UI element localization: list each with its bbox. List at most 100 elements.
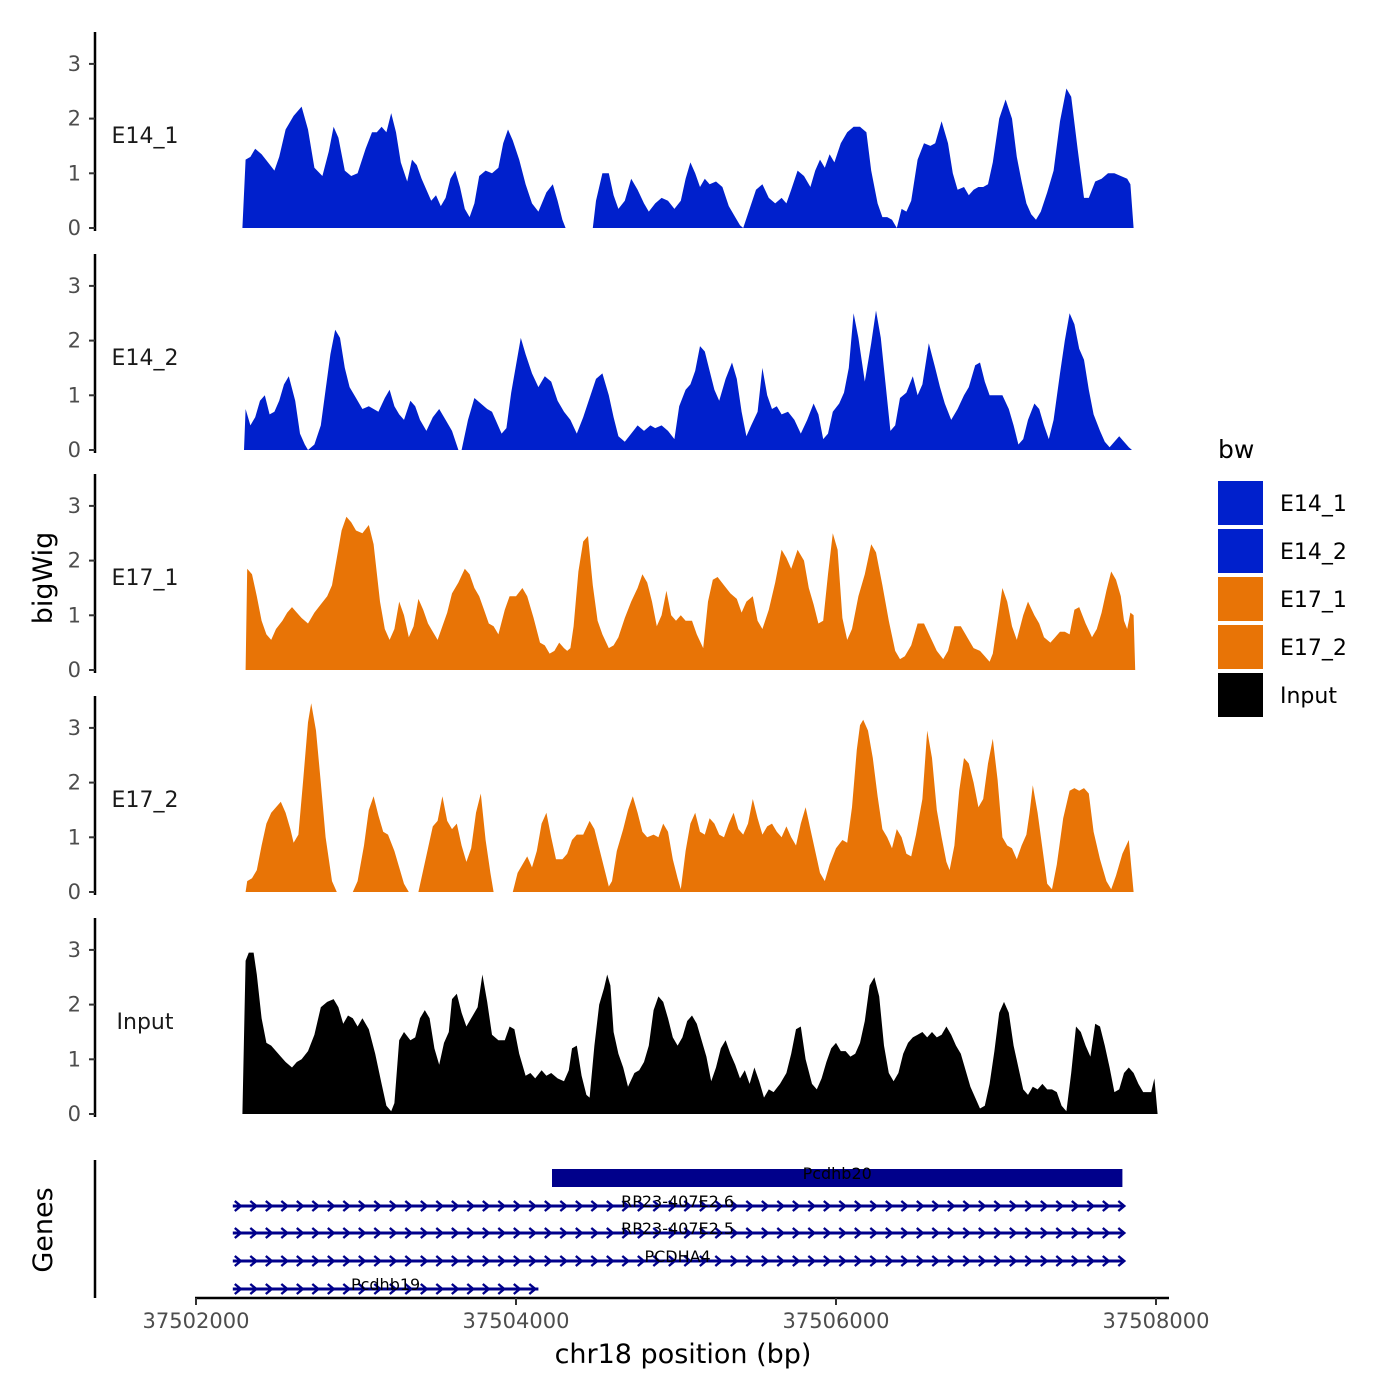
strand-arrow-icon: [466, 1255, 476, 1267]
genes-panel: Pcdhb20 RP23-407E2.6 RP23-407E2.5 PCDHA4 Pcd…: [93, 1160, 1127, 1298]
strand-arrow-icon: [832, 1172, 841, 1184]
track-input: 0 1 2 3 Input: [68, 918, 1158, 1126]
gene-rp23-407e2.6: RP23-407E2.6: [232, 1192, 1127, 1212]
y-tick-label: 2: [68, 107, 81, 131]
strand-arrow-icon: [1040, 1255, 1049, 1267]
strand-arrow-icon: [854, 1200, 863, 1212]
gene-label: RP23-407E2.5: [621, 1219, 734, 1238]
strand-arrow-icon: [327, 1227, 336, 1239]
strand-arrow-icon: [801, 1172, 810, 1184]
strand-arrow-icon: [940, 1172, 950, 1184]
strand-arrow-icon: [466, 1283, 476, 1295]
strand-arrow-icon: [823, 1200, 832, 1212]
track-label: E17_2: [112, 788, 179, 813]
y-tick-label: 2: [68, 993, 81, 1017]
strand-arrow-icon: [761, 1227, 770, 1239]
gene-pcdhb20: Pcdhb20: [552, 1164, 1123, 1187]
y-tick-label: 3: [68, 52, 81, 76]
y-tick-label: 1: [68, 1047, 81, 1071]
strand-arrow-icon: [296, 1255, 305, 1267]
y-tick-label: 3: [68, 494, 81, 518]
strand-arrow-icon: [311, 1283, 321, 1295]
strand-arrow-icon: [590, 1200, 600, 1212]
strand-arrow-icon: [925, 1172, 934, 1184]
strand-arrow-icon: [962, 1255, 972, 1267]
strand-arrow-icon: [947, 1255, 956, 1267]
strand-arrow-icon: [1049, 1172, 1058, 1184]
strand-arrow-icon: [683, 1255, 693, 1267]
strand-arrow-icon: [745, 1227, 755, 1239]
strand-arrow-icon: [528, 1200, 538, 1212]
strand-arrow-icon: [1055, 1200, 1065, 1212]
strand-arrow-icon: [869, 1227, 879, 1239]
strand-arrow-icon: [1040, 1227, 1049, 1239]
strand-arrow-icon: [739, 1172, 748, 1184]
strand-arrow-icon: [1009, 1255, 1018, 1267]
strand-arrow-icon: [900, 1255, 910, 1267]
track-label: E14_2: [112, 346, 179, 371]
strand-arrow-icon: [776, 1255, 786, 1267]
strand-arrow-icon: [776, 1227, 786, 1239]
strand-arrow-icon: [1024, 1255, 1034, 1267]
strand-arrow-icon: [1018, 1172, 1027, 1184]
coverage-area-e17_2: [245, 703, 1134, 892]
strand-arrow-icon: [265, 1227, 274, 1239]
gene-pcdha4: PCDHA4: [232, 1247, 1127, 1267]
track-e14_2: 0 1 2 3 E14_2: [68, 254, 1132, 462]
strand-arrow-icon: [404, 1227, 414, 1239]
strand-arrow-icon: [420, 1200, 429, 1212]
strand-arrow-icon: [420, 1227, 429, 1239]
strand-arrow-icon: [947, 1200, 956, 1212]
gene-label: Pcdhb19: [351, 1275, 420, 1294]
strand-arrow-icon: [497, 1200, 507, 1212]
strand-arrow-icon: [497, 1227, 507, 1239]
strand-arrow-icon: [621, 1227, 631, 1239]
strand-arrow-icon: [311, 1200, 321, 1212]
strand-arrow-icon: [916, 1200, 925, 1212]
strand-arrow-icon: [265, 1283, 274, 1295]
strand-arrow-icon: [599, 1172, 609, 1184]
strand-arrow-icon: [358, 1200, 367, 1212]
strand-arrow-icon: [1055, 1227, 1065, 1239]
strand-arrow-icon: [637, 1255, 646, 1267]
strand-arrow-icon: [878, 1172, 888, 1184]
legend-label: Input: [1280, 684, 1337, 709]
legend-swatch-e17_2: [1218, 625, 1263, 669]
strand-arrow-icon: [606, 1227, 615, 1239]
strand-arrow-icon: [528, 1283, 538, 1295]
strand-arrow-icon: [869, 1255, 879, 1267]
gene-label: PCDHA4: [644, 1247, 710, 1266]
strand-arrow-icon: [1024, 1227, 1034, 1239]
strand-arrow-icon: [714, 1200, 724, 1212]
y-tick-label: 3: [68, 716, 81, 740]
legend: bw E14_1 E14_2 E17_1 E17_2 Input: [1218, 435, 1347, 717]
y-tick-label: 2: [68, 329, 81, 353]
track-e14_1: 0 1 2 3 E14_1: [68, 32, 1134, 240]
legend-swatch-e14_2: [1218, 529, 1263, 573]
strand-arrow-icon: [451, 1227, 460, 1239]
strand-arrow-icon: [513, 1255, 522, 1267]
strand-arrow-icon: [615, 1172, 624, 1184]
track-label: E17_1: [112, 566, 179, 591]
strand-arrow-icon: [838, 1227, 848, 1239]
strand-arrow-icon: [280, 1200, 290, 1212]
strand-arrow-icon: [559, 1227, 569, 1239]
strand-arrow-icon: [435, 1283, 445, 1295]
strand-arrow-icon: [816, 1172, 826, 1184]
strand-arrow-icon: [692, 1172, 702, 1184]
strand-arrow-icon: [389, 1283, 398, 1295]
track-label: Input: [117, 1010, 174, 1035]
strand-arrow-icon: [677, 1172, 686, 1184]
strand-arrow-icon: [389, 1255, 398, 1267]
gene-label: RP23-407E2.6: [621, 1192, 734, 1211]
strand-arrow-icon: [327, 1283, 336, 1295]
y-tick-label: 1: [68, 383, 81, 407]
strand-arrow-icon: [838, 1200, 848, 1212]
strand-arrow-icon: [575, 1200, 584, 1212]
track-e17_2: 0 1 2 3 E17_2: [68, 696, 1134, 904]
strand-arrow-icon: [947, 1227, 956, 1239]
x-axis: 37502000 37504000 37506000 37508000: [143, 1296, 1209, 1333]
strand-arrow-icon: [1064, 1172, 1074, 1184]
strand-arrow-icon: [916, 1227, 925, 1239]
strand-arrow-icon: [575, 1255, 584, 1267]
